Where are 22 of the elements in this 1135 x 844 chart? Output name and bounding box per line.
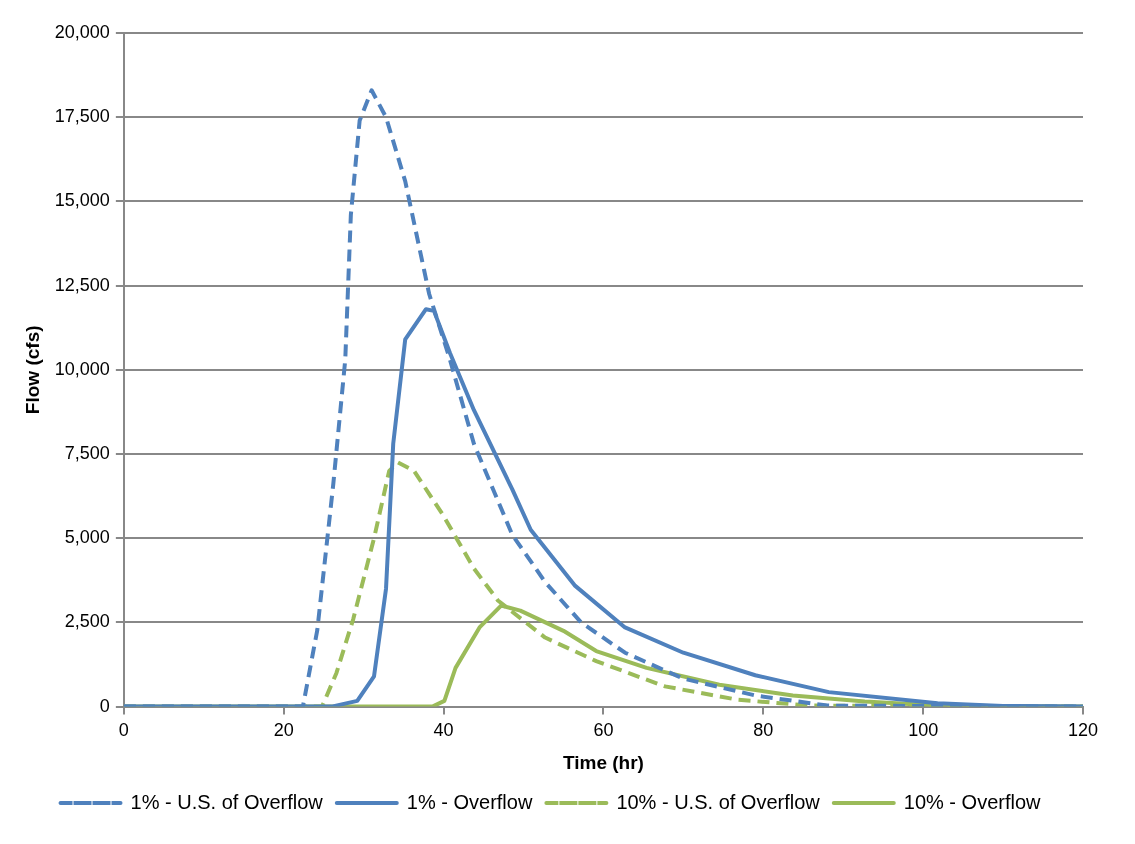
legend-label: 1% - U.S. of Overflow xyxy=(130,790,324,813)
legend-label: 10% - Overflow xyxy=(903,790,1042,813)
y-tick-label: 10,000 xyxy=(54,358,110,379)
y-tick-label: 15,000 xyxy=(54,190,110,211)
x-tick-label: 120 xyxy=(1067,720,1099,741)
y-tick-label: 5,000 xyxy=(64,527,110,548)
legend-label: 1% - Overflow xyxy=(406,790,533,813)
legend-label: 10% - U.S. of Overflow xyxy=(616,790,821,813)
x-tick-label: 20 xyxy=(273,720,294,741)
x-tick-label: 60 xyxy=(593,720,614,741)
y-tick-label: 2,500 xyxy=(64,611,110,632)
y-tick-label: 7,500 xyxy=(64,442,110,463)
x-tick-label: 0 xyxy=(118,720,129,741)
y-axis-title: Flow (cfs) xyxy=(21,325,43,415)
y-tick-label: 17,500 xyxy=(54,106,110,127)
y-tick-label: 0 xyxy=(99,695,110,716)
x-tick-label: 80 xyxy=(753,720,774,741)
x-tick-label: 40 xyxy=(433,720,454,741)
y-tick-label: 12,500 xyxy=(54,274,110,295)
y-tick-label: 20,000 xyxy=(54,21,110,42)
x-tick-label: 100 xyxy=(908,720,939,741)
x-axis-title: Time (hr) xyxy=(562,751,644,773)
